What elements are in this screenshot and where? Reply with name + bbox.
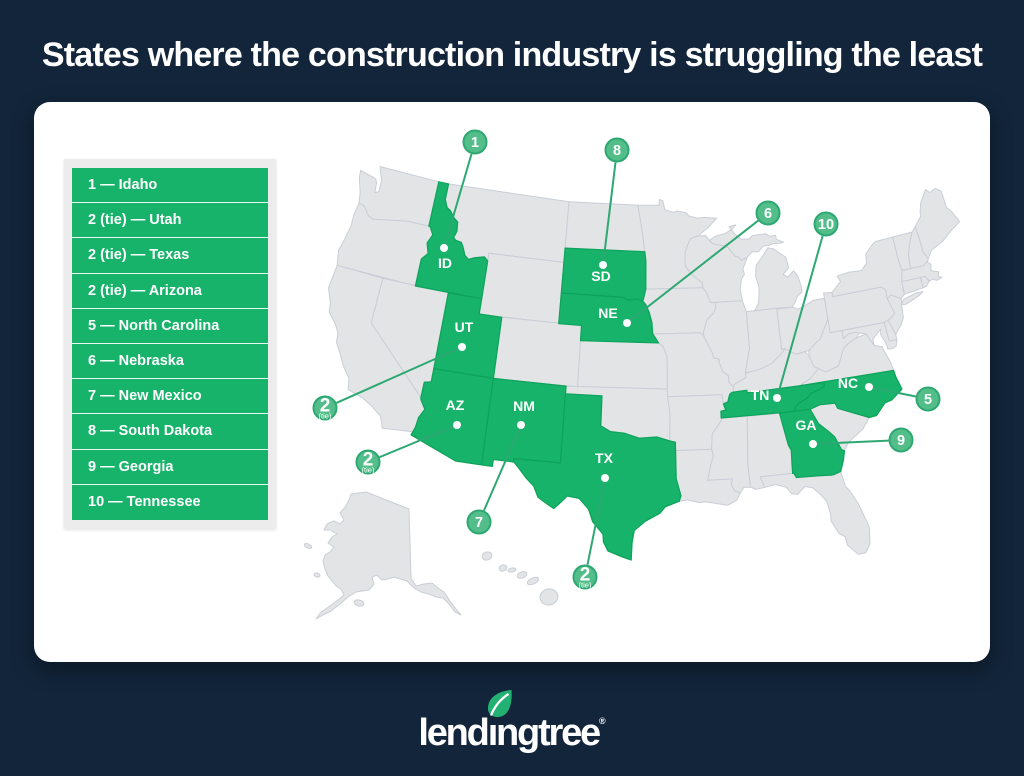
svg-text:10: 10 xyxy=(818,217,834,233)
svg-text:NM: NM xyxy=(513,398,535,414)
svg-text:(tie): (tie) xyxy=(579,581,592,590)
svg-text:ID: ID xyxy=(438,255,452,271)
svg-text:SD: SD xyxy=(591,268,610,284)
svg-text:TX: TX xyxy=(595,450,614,466)
svg-text:2: 2 xyxy=(363,450,374,471)
svg-text:5: 5 xyxy=(924,392,932,408)
svg-text:AZ: AZ xyxy=(446,397,465,413)
svg-text:(tie): (tie) xyxy=(319,412,332,421)
svg-text:NC: NC xyxy=(838,375,858,391)
svg-text:9: 9 xyxy=(897,433,905,449)
svg-text:1: 1 xyxy=(471,135,479,151)
svg-text:2: 2 xyxy=(580,565,591,586)
svg-text:(tie): (tie) xyxy=(362,466,375,475)
svg-text:GA: GA xyxy=(796,417,817,433)
svg-text:6: 6 xyxy=(764,206,772,222)
svg-text:8: 8 xyxy=(613,143,621,159)
svg-text:UT: UT xyxy=(455,319,474,335)
svg-text:7: 7 xyxy=(475,515,483,531)
svg-text:TN: TN xyxy=(751,387,770,403)
svg-text:NE: NE xyxy=(598,305,617,321)
svg-text:2: 2 xyxy=(320,396,331,417)
